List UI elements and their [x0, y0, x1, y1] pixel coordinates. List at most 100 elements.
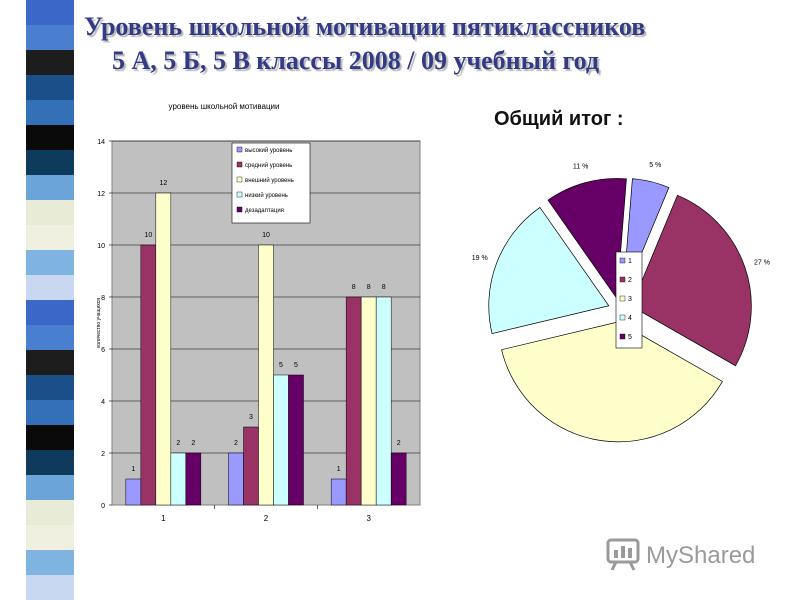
- legend-entry: дезадаптация: [245, 208, 284, 214]
- pie-legend-entry: 2: [628, 277, 632, 284]
- stripe-segment: [26, 375, 74, 401]
- bar-series-1-category-1: [125, 478, 142, 506]
- stripe-segment: [26, 425, 74, 451]
- bar-chart-x-tick-label: 1: [161, 514, 166, 523]
- bar-data-label: 2: [191, 440, 195, 447]
- slide-title: Уровень школьной мотивации пятикласснико…: [84, 10, 784, 78]
- pie-slice-label: 5 %: [649, 162, 661, 169]
- legend-swatch: [236, 191, 243, 198]
- legend-entry: высокий уровень: [245, 147, 292, 154]
- pie-legend-swatch: [619, 257, 626, 264]
- bar-series-2-category-1: [140, 244, 157, 506]
- bar-data-label: 8: [367, 284, 371, 291]
- stripe-segment: [26, 0, 74, 26]
- stripe-segment: [26, 100, 74, 126]
- bar-chart-y-tick-label: 8: [101, 295, 105, 302]
- bar-data-label: 1: [337, 466, 341, 473]
- bar-chart-legend-box: [231, 142, 311, 224]
- pie-slice-label: 27 %: [754, 260, 770, 267]
- bar-chart-y-tick-label: 4: [101, 399, 105, 406]
- legend-entry: внешний уровень: [245, 177, 294, 184]
- bar-series-4-category-2: [273, 374, 289, 506]
- bar-chart-x-tick-label: 2: [264, 514, 269, 523]
- slide-title-line-2: 5 А, 5 Б, 5 В классы 2008 / 09 учебный г…: [112, 46, 600, 75]
- bar-chart-y-tick-label: 14: [97, 139, 105, 146]
- bar-data-label: 1: [131, 466, 135, 473]
- bar-series-5-category-2: [288, 374, 304, 506]
- legend-swatch: [236, 176, 243, 183]
- bar-chart-y-axis-label: количество учащихся: [96, 298, 102, 348]
- stripe-segment: [26, 175, 74, 201]
- bar-series-5-category-3: [390, 452, 407, 506]
- pie-slice-label: 19 %: [472, 255, 488, 262]
- stripe-segment: [26, 500, 74, 526]
- stripe-segment: [26, 200, 74, 226]
- bar-chart-y-tick-label: 6: [101, 347, 105, 354]
- legend-entry: средний уровень: [245, 162, 292, 169]
- legend-swatch: [236, 206, 243, 213]
- stripe-segment: [26, 50, 74, 76]
- bar-chart: уровень школьной мотивации02468101214кол…: [96, 102, 421, 523]
- bar-series-3-category-1: [155, 192, 172, 506]
- bar-series-2-category-2: [243, 426, 259, 506]
- legend-swatch: [236, 161, 243, 168]
- pie-slice-4: [488, 206, 610, 335]
- stripe-segment: [26, 75, 74, 101]
- bar-chart-y-tick-label: 2: [101, 451, 105, 458]
- bar-series-3-category-2: [258, 244, 274, 506]
- bar-series-1-category-3: [330, 478, 347, 506]
- bar-series-1-category-2: [228, 452, 244, 506]
- pie-slice-2: [630, 194, 752, 367]
- stripe-segment: [26, 250, 74, 276]
- pie-slice-label: 11 %: [573, 163, 588, 170]
- stripe-segment: [26, 225, 74, 251]
- pie-legend-swatch: [619, 295, 626, 302]
- bar-chart-title: уровень школьной мотивации: [169, 102, 280, 111]
- bar-chart-x-tick-label: 3: [366, 514, 371, 523]
- bar-data-label: 10: [144, 232, 152, 239]
- bar-chart-y-tick-label: 0: [101, 503, 105, 510]
- bar-data-label: 5: [294, 362, 298, 369]
- bar-data-label: 8: [352, 284, 356, 291]
- stripe-segment: [26, 475, 74, 501]
- watermark: MyShared: [606, 536, 776, 576]
- stripe-segment: [26, 25, 74, 51]
- stripe-segment: [26, 550, 74, 576]
- bar-data-label: 2: [397, 440, 401, 447]
- pie-chart-legend: 1 2 3 4 5: [615, 251, 643, 349]
- stripe-segment: [26, 125, 74, 151]
- stripe-segment: [26, 350, 74, 376]
- slide-title-line-1: Уровень школьной мотивации пятикласснико…: [84, 12, 646, 41]
- bar-chart-y-tick-label: 12: [97, 191, 105, 198]
- bar-data-label: 2: [176, 440, 180, 447]
- pie-legend-entry: 3: [628, 296, 632, 303]
- bar-series-5-category-1: [185, 452, 202, 506]
- stripe-segment: [26, 450, 74, 476]
- pie-slice-5: [547, 178, 627, 300]
- bar-data-label: 2: [234, 440, 238, 447]
- pie-legend-entry: 4: [628, 315, 632, 322]
- bar-chart-legend: высокий уровень средний уровень внешний ур…: [231, 142, 311, 224]
- pie-legend-swatch: [619, 333, 626, 340]
- bar-chart-y-tick-label: 10: [97, 243, 105, 250]
- stripe-segment: [26, 300, 74, 326]
- bar-data-label: 8: [382, 284, 386, 291]
- stripe-segment: [26, 150, 74, 176]
- bar-data-label: 5: [279, 362, 283, 369]
- pie-slice-3: [501, 321, 723, 443]
- bar-series-2-category-3: [345, 296, 362, 506]
- pie-legend-entry: 5: [628, 334, 632, 341]
- bar-series-4-category-1: [170, 452, 187, 506]
- stripe-segment: [26, 525, 74, 551]
- myshared-logo-icon: [606, 538, 640, 571]
- bar-series-4-category-3: [375, 296, 392, 506]
- legend-entry: низкий уровень: [245, 192, 288, 199]
- decorative-stripe-bar: [26, 0, 74, 600]
- stripe-segment: [26, 325, 74, 351]
- stripe-segment: [26, 575, 74, 600]
- watermark-brand-text: MyShared: [646, 542, 756, 569]
- stripe-segment: [26, 275, 74, 301]
- bar-series-3-category-3: [360, 296, 377, 506]
- bar-data-label: 10: [262, 232, 270, 239]
